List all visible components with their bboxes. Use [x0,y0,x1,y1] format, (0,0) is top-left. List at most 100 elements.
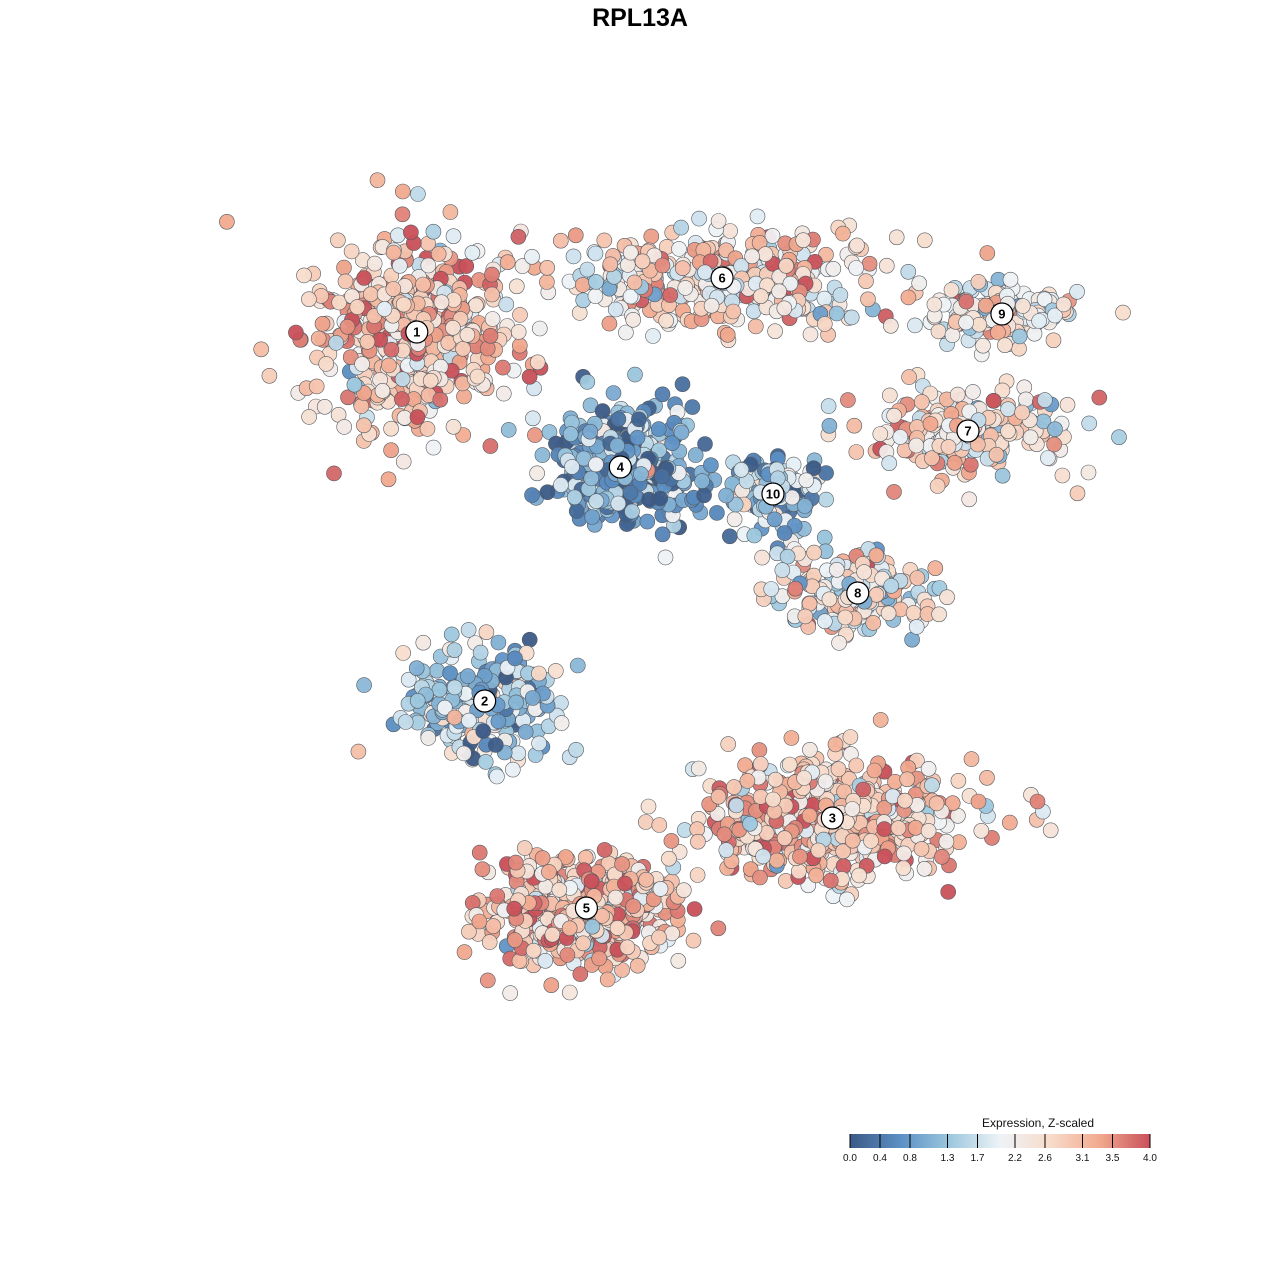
cell-point [529,354,546,371]
cell-point [484,286,500,303]
cell-point [849,237,865,254]
cell-point [512,307,528,323]
cell-point [445,319,461,336]
cell-point [990,324,1006,341]
cell-point [1069,485,1086,502]
cell-point [619,939,636,956]
cell-point [817,773,834,790]
cell-point [561,984,578,1001]
cell-point [565,248,582,265]
cell-point [566,489,583,506]
cell-point [818,491,834,508]
cell-point [507,932,523,948]
cell-point [583,470,600,487]
cell-point [835,225,851,242]
cell-point [876,821,893,837]
cell-point [514,258,531,274]
cell-point [637,814,654,830]
cell-point [916,860,933,877]
cell-point [609,437,626,454]
cell-point [594,403,611,419]
cell-point [720,736,737,752]
cell-point [602,256,619,273]
cell-point [1046,436,1062,453]
cell-points [219,172,1131,1001]
cell-point [479,972,496,989]
cell-point [827,736,844,753]
cell-point [582,423,599,440]
cell-point [1042,822,1059,839]
cell-point [825,260,842,277]
cell-point [340,389,356,406]
cell-point [913,841,930,857]
cell-point [946,454,963,471]
cell-point [310,330,327,347]
cell-point [892,429,909,445]
cell-point [810,842,827,859]
cell-point [726,511,743,528]
cell-point [510,324,527,340]
cell-point [901,369,917,385]
cell-point [771,283,787,300]
cell-point [1081,415,1097,432]
cell-point [749,208,766,225]
cell-point [754,549,770,566]
cell-point [524,487,540,503]
cell-point [697,436,713,452]
cell-point [339,318,356,335]
cluster-label-text: 6 [718,271,725,286]
cell-point [346,376,363,393]
cell-point [673,424,690,441]
cell-point [858,273,874,290]
cell-point [1069,283,1085,300]
cluster-label-badge [820,806,844,830]
cell-point [643,228,660,245]
cell-point [544,926,561,943]
cell-point [949,386,966,403]
cell-point [394,206,411,223]
cell-point [778,257,795,274]
cell-point [456,745,472,762]
cell-point [575,935,592,952]
cell-point [709,505,725,521]
cell-point [587,245,604,262]
cell-point [489,888,506,904]
cell-point [796,498,813,514]
cell-point [626,274,643,291]
cell-point [958,314,974,331]
cell-point [296,267,312,284]
cell-point [890,820,907,836]
cell-point [767,323,783,340]
cell-point [1091,389,1108,406]
cell-point [385,281,402,297]
cell-point [673,219,689,236]
cell-point [831,635,847,651]
cell-point [939,589,955,606]
cell-point [1055,296,1072,313]
cell-point [662,287,679,303]
cluster-label-text: 4 [617,460,625,475]
cell-point [670,952,687,969]
cell-point [385,244,402,261]
cell-point [631,411,647,428]
cell-point [988,446,1005,463]
cell-point [687,447,704,463]
colorbar-tick-label: 0.8 [903,1153,917,1164]
cell-point [1036,291,1053,308]
cell-point [975,337,991,354]
cell-point [564,459,580,475]
cell-point [774,562,791,578]
cell-point [445,228,462,244]
cell-point [508,694,524,711]
colorbar-tick-label: 2.2 [1008,1153,1022,1164]
cell-point [922,416,939,432]
cell-point [419,421,436,437]
cell-point [584,509,600,525]
cell-point [671,241,687,257]
cell-point [429,662,445,679]
cell-point [872,712,889,728]
cell-point [851,867,867,884]
cell-point [403,224,419,241]
cell-point [767,771,784,788]
cell-point [896,845,912,862]
